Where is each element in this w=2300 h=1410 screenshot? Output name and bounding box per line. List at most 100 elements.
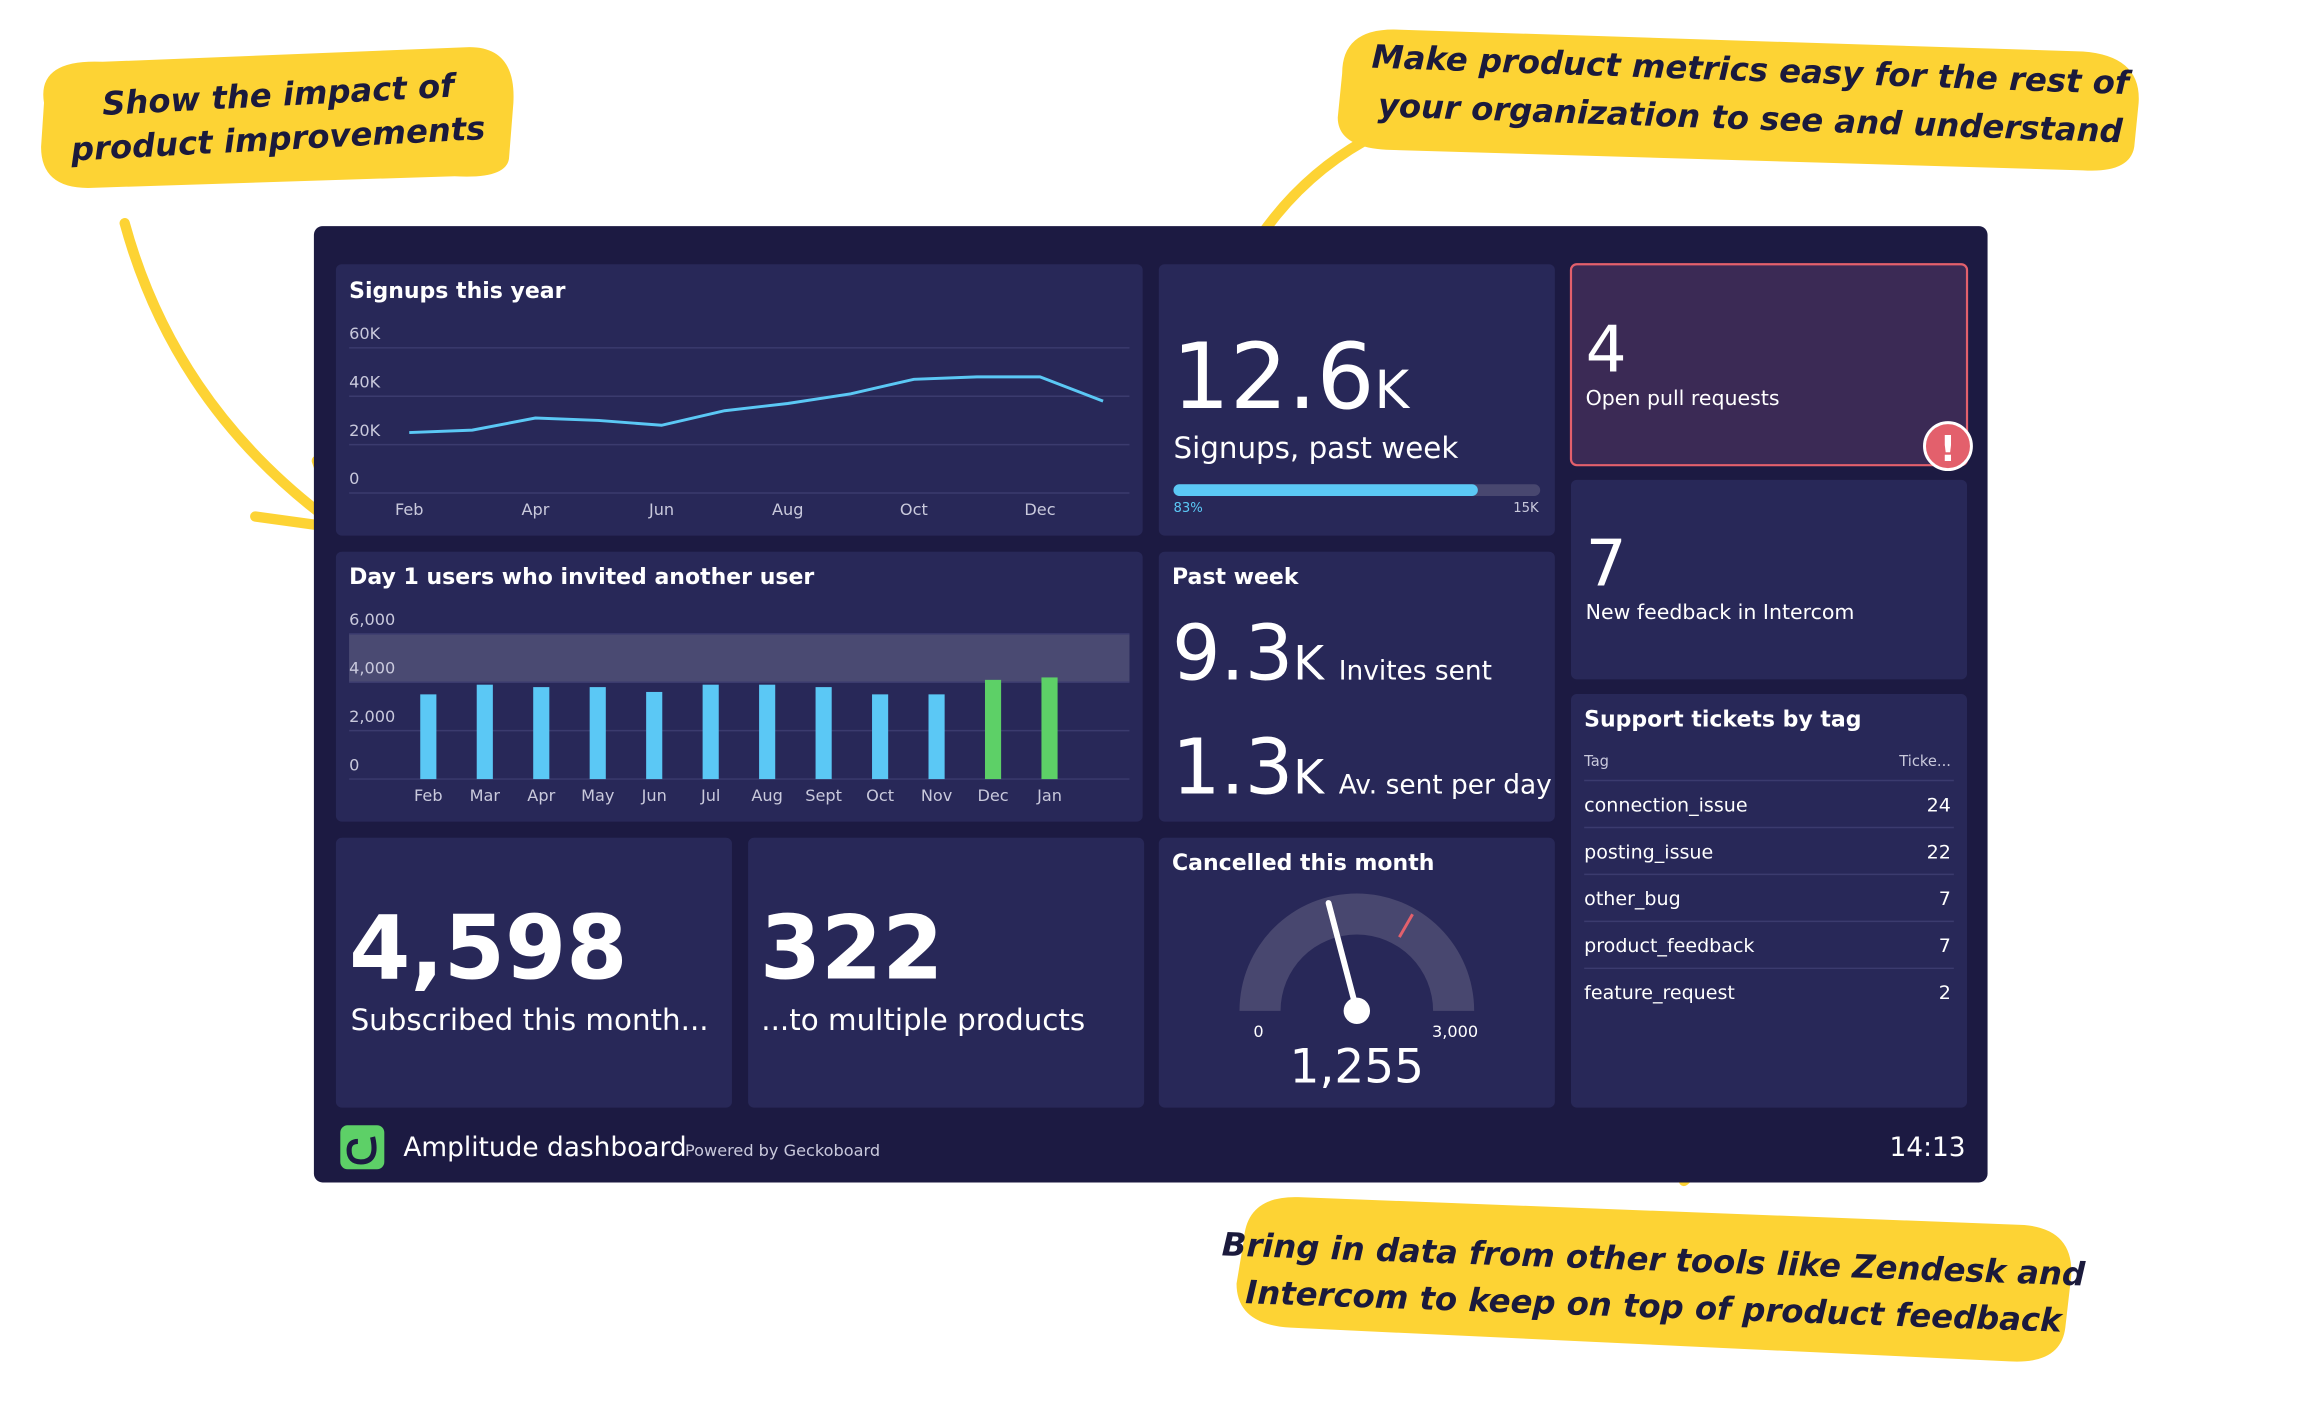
count-cell: 22 <box>1927 841 1951 863</box>
panel <box>335 551 1143 822</box>
big-number: 9.3K Invites sent <box>1172 608 1492 697</box>
panel <box>748 837 1145 1108</box>
panel <box>335 264 1143 536</box>
table-header: Tag <box>1583 753 1609 770</box>
gauge-max: 3,000 <box>1432 1022 1478 1041</box>
big-number: 1.3K Av. sent per day <box>1172 723 1552 812</box>
y-tick-label: 60K <box>349 324 381 343</box>
count-cell: 7 <box>1939 888 1951 910</box>
bar <box>702 684 719 780</box>
gauge-threshold <box>1398 913 1414 938</box>
bar <box>1041 677 1058 780</box>
bar <box>815 687 832 780</box>
unit: K <box>1374 360 1410 421</box>
clock: 14:13 <box>1889 1132 1965 1163</box>
x-tick-label: Jun <box>641 786 667 805</box>
x-tick-label: Feb <box>414 786 443 805</box>
dashboard-name: Amplitude dashboard <box>403 1132 686 1163</box>
y-tick-label: 40K <box>349 372 381 391</box>
big-number: 12.6K <box>1172 325 1410 430</box>
count-cell: 2 <box>1939 982 1951 1004</box>
bar <box>984 679 1002 780</box>
alert-icon <box>1923 421 1973 472</box>
count-cell: 24 <box>1927 794 1951 816</box>
number-label: Open pull requests <box>1586 386 1780 410</box>
big-number: 7 <box>1586 526 1627 601</box>
alert-mark: ! <box>1940 429 1956 470</box>
x-tick-label: Jun <box>648 500 674 519</box>
y-tick-label: 0 <box>349 755 359 774</box>
number-label: ...to multiple products <box>761 1003 1085 1037</box>
big-number: 4,598 <box>349 897 627 1000</box>
widget-title: Cancelled this month <box>1172 851 1434 876</box>
widget-title: Day 1 users who invited another user <box>349 565 814 590</box>
panel <box>1158 551 1555 822</box>
gauge-needle <box>1325 900 1360 1014</box>
alert-panel <box>1569 263 1969 467</box>
widget-title: Past week <box>1172 565 1300 590</box>
x-tick-label: Jul <box>700 786 720 805</box>
logo-swirl <box>346 1136 377 1165</box>
panel <box>1158 264 1555 536</box>
number: 9.3 <box>1172 608 1293 697</box>
target-band <box>349 633 1130 683</box>
x-tick-label: Aug <box>772 500 804 519</box>
x-tick-label: Jan <box>1036 786 1062 805</box>
callout-bubble <box>1337 29 2139 171</box>
panel <box>1158 837 1555 1108</box>
bar <box>533 687 550 780</box>
big-number: 4 <box>1586 312 1627 387</box>
x-tick-label: Sept <box>805 786 842 805</box>
x-tick-label: Oct <box>866 786 894 805</box>
arrow <box>119 218 346 534</box>
unit: K <box>1293 751 1325 806</box>
callout-bubble <box>1236 1197 2072 1362</box>
gauge-value: 1,255 <box>1290 1040 1424 1095</box>
count-cell: 7 <box>1939 935 1951 957</box>
number: 12.6 <box>1172 325 1374 430</box>
widget-title: Support tickets by tag <box>1584 707 1861 732</box>
y-tick-label: 0 <box>349 469 359 488</box>
widget-title: Signups this year <box>349 279 566 304</box>
bar <box>589 687 606 780</box>
x-tick-label: Mar <box>470 786 501 805</box>
panel <box>1570 693 1968 1108</box>
gauge-track <box>1239 893 1475 1011</box>
x-tick-label: Feb <box>395 500 424 519</box>
panel <box>335 837 732 1108</box>
x-tick-label: May <box>581 786 615 805</box>
x-tick-label: Aug <box>751 786 783 805</box>
panels <box>335 264 1968 1108</box>
gauge-hub <box>1343 997 1371 1025</box>
big-number: 322 <box>760 897 944 1000</box>
panel <box>1570 479 1968 680</box>
bar <box>872 694 889 780</box>
x-tick-label: Dec <box>1024 500 1055 519</box>
y-tick-label: 4,000 <box>349 658 395 677</box>
bar <box>759 684 776 780</box>
progress-max: 15K <box>1513 501 1539 516</box>
unit: K <box>1293 636 1325 691</box>
progress-bar <box>1173 484 1478 496</box>
bar <box>928 694 945 780</box>
number: 1.3 <box>1172 723 1293 812</box>
tag-cell: product_feedback <box>1584 935 1754 957</box>
tag-cell: other_bug <box>1584 888 1681 910</box>
bar <box>420 694 437 780</box>
tag-cell: connection_issue <box>1584 794 1747 816</box>
x-tick-label: Apr <box>521 500 549 519</box>
progress-label: 83% <box>1173 501 1202 516</box>
line <box>409 375 1104 435</box>
gauge-min: 0 <box>1253 1022 1263 1041</box>
y-tick-label: 6,000 <box>349 610 395 629</box>
x-tick-label: Nov <box>921 786 953 805</box>
number-label: New feedback in Intercom <box>1586 600 1855 624</box>
x-tick-label: Oct <box>900 500 928 519</box>
x-tick-label: Apr <box>527 786 555 805</box>
callout-bubble <box>41 47 514 188</box>
number-label: Subscribed this month... <box>351 1003 709 1037</box>
x-tick-label: Dec <box>977 786 1008 805</box>
table-header: Ticke... <box>1898 753 1951 770</box>
